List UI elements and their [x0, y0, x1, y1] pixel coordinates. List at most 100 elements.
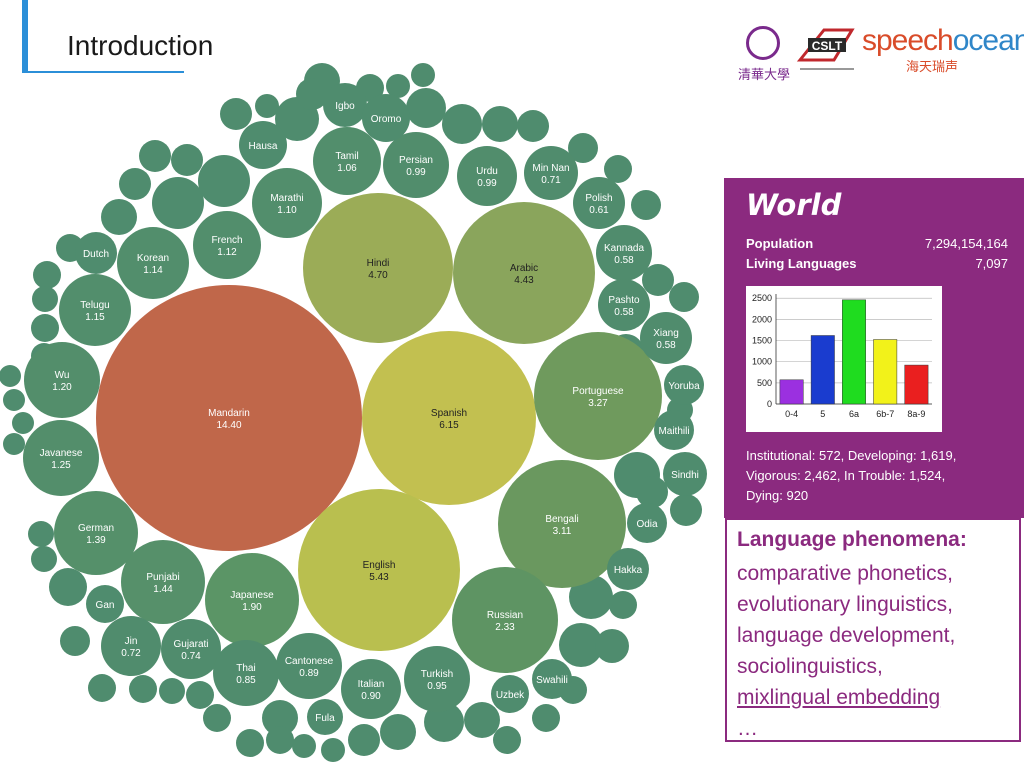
vitality-line-3: Dying: 920 — [746, 488, 809, 503]
minor-language-bubble — [464, 702, 500, 738]
minor-language-bubble — [101, 199, 137, 235]
language-bubble: Hakka — [607, 548, 649, 590]
title-underline — [22, 71, 184, 73]
language-speakers-label: 0.89 — [299, 668, 319, 679]
language-speakers-label: 1.90 — [242, 602, 262, 613]
minor-language-bubble — [152, 177, 204, 229]
minor-language-bubble — [493, 726, 521, 754]
language-name-label: Maithili — [658, 426, 689, 437]
minor-language-bubble — [517, 110, 549, 142]
language-bubble-circle — [598, 279, 650, 331]
language-speakers-label: 0.58 — [614, 255, 634, 266]
language-speakers-label: 14.40 — [216, 420, 241, 431]
language-name-label: Wu — [55, 370, 70, 381]
languages-label: Living Languages — [746, 256, 857, 271]
language-name-label: Tamil — [335, 151, 358, 162]
language-bubble-circle — [654, 410, 694, 450]
language-name-label: Hausa — [249, 141, 278, 152]
language-speakers-label: 4.70 — [368, 270, 388, 281]
language-bubble: Igbo — [323, 83, 367, 127]
language-name-label: Spanish — [431, 408, 467, 419]
language-speakers-label: 0.58 — [614, 307, 634, 318]
language-name-label: Jin — [125, 636, 138, 647]
minor-language-bubble — [296, 78, 328, 110]
language-bubble-circle — [383, 132, 449, 198]
language-name-label: Thai — [236, 663, 255, 674]
language-bubble-circle — [59, 274, 131, 346]
bar — [904, 364, 929, 405]
language-name-label: Korean — [137, 253, 169, 264]
language-name-label: Dutch — [83, 249, 109, 260]
language-bubble-circle — [23, 420, 99, 496]
language-speakers-label: 0.74 — [181, 651, 201, 662]
language-bubble-circle — [532, 659, 572, 699]
language-bubble-circle — [491, 675, 529, 713]
phenomena-item-link[interactable]: mixlingual embedding — [737, 686, 941, 709]
language-speakers-label: 4.43 — [514, 275, 534, 286]
vitality-summary: Institutional: 572, Developing: 1,619, V… — [746, 446, 1014, 506]
language-speakers-label: 1.25 — [51, 460, 71, 471]
y-tick-label: 1000 — [752, 357, 772, 367]
minor-language-bubble — [482, 106, 518, 142]
minor-language-bubble — [532, 704, 560, 732]
minor-language-bubble — [386, 74, 410, 98]
minor-language-bubble — [636, 476, 668, 508]
language-bubble-circle — [101, 616, 161, 676]
language-speakers-label: 6.15 — [439, 420, 459, 431]
minor-language-bubble — [631, 190, 661, 220]
minor-language-bubble — [3, 389, 25, 411]
minor-language-bubble — [198, 155, 250, 207]
cslt-logo-text: CSLT — [812, 39, 843, 53]
language-name-label: Oromo — [371, 114, 402, 125]
minor-language-bubble — [129, 675, 157, 703]
language-speakers-label: 1.12 — [217, 247, 237, 258]
language-name-label: Javanese — [40, 448, 83, 459]
language-bubble-circle — [205, 553, 299, 647]
bar — [842, 299, 866, 405]
language-speakers-label: 2.33 — [495, 622, 515, 633]
y-tick-label: 1500 — [752, 336, 772, 346]
language-bubble-circle — [664, 365, 704, 405]
minor-language-bubble — [171, 144, 203, 176]
language-bubble-circle — [96, 285, 362, 551]
language-name-label: German — [78, 523, 114, 534]
logo-group: 清華大學 CSLT speechocean 海天瑞声 — [738, 20, 1024, 83]
minor-language-bubble — [31, 314, 59, 342]
language-bubble-circle — [24, 342, 100, 418]
language-name-label: Gujarati — [173, 639, 208, 650]
language-speakers-label: 0.90 — [361, 691, 381, 702]
minor-language-bubble — [119, 168, 151, 200]
x-tick-label: 6b-7 — [876, 409, 894, 419]
language-speakers-label: 0.72 — [121, 648, 141, 659]
phenomena-item: language development, — [737, 624, 956, 647]
language-name-label: Arabic — [510, 263, 538, 274]
minor-language-bubble — [442, 104, 482, 144]
ocean-word: ocean — [952, 24, 1024, 57]
minor-language-bubble — [159, 678, 185, 704]
minor-language-bubble — [321, 738, 345, 762]
language-speakers-label: 1.39 — [86, 535, 106, 546]
language-name-label: Punjabi — [146, 572, 179, 583]
language-bubble-circle — [276, 633, 342, 699]
y-tick-label: 2000 — [752, 314, 772, 324]
minor-language-bubble — [60, 626, 90, 656]
minor-language-bubble — [186, 681, 214, 709]
language-name-label: Odia — [636, 519, 658, 530]
tsinghua-logo: 清華大學 — [738, 26, 790, 83]
language-bubble-circle — [161, 619, 221, 679]
language-speakers-label: 1.15 — [85, 312, 105, 323]
language-bubble-circle — [239, 121, 287, 169]
minor-language-bubble — [31, 546, 57, 572]
language-bubble-circle — [362, 331, 536, 505]
